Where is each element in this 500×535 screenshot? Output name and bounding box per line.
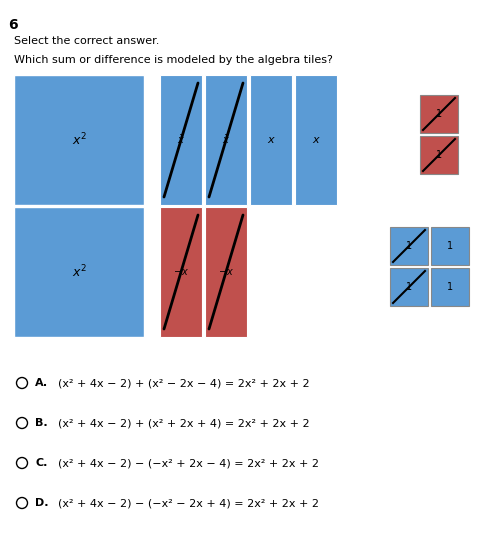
Bar: [205, 207, 247, 337]
Text: Which sum or difference is modeled by the algebra tiles?: Which sum or difference is modeled by th…: [14, 55, 333, 65]
Bar: [250, 75, 292, 205]
Text: $x^2$: $x^2$: [72, 264, 86, 280]
Text: 1: 1: [447, 241, 453, 251]
Bar: [14, 75, 144, 205]
Text: $x^2$: $x^2$: [72, 132, 86, 148]
Text: (x² + 4x − 2) + (x² − 2x − 4) = 2x² + 2x + 2: (x² + 4x − 2) + (x² − 2x − 4) = 2x² + 2x…: [58, 378, 310, 388]
Text: $x$: $x$: [312, 135, 320, 145]
Text: 6: 6: [8, 18, 18, 32]
Text: 1: 1: [436, 109, 442, 119]
Bar: [390, 268, 428, 306]
Text: 1: 1: [447, 282, 453, 292]
Bar: [160, 75, 202, 205]
Bar: [431, 268, 469, 306]
Text: 1: 1: [436, 150, 442, 160]
Text: (x² + 4x − 2) − (−x² + 2x − 4) = 2x² + 2x + 2: (x² + 4x − 2) − (−x² + 2x − 4) = 2x² + 2…: [58, 458, 319, 468]
Text: $\bar{x}$: $\bar{x}$: [222, 134, 230, 146]
Text: $-x$: $-x$: [218, 267, 234, 277]
Bar: [431, 227, 469, 265]
Text: (x² + 4x − 2) − (−x² − 2x + 4) = 2x² + 2x + 2: (x² + 4x − 2) − (−x² − 2x + 4) = 2x² + 2…: [58, 498, 319, 508]
Text: A.: A.: [35, 378, 48, 388]
Text: B.: B.: [35, 418, 48, 428]
Text: Select the correct answer.: Select the correct answer.: [14, 36, 160, 46]
Bar: [420, 95, 458, 133]
Text: $\bar{x}$: $\bar{x}$: [177, 134, 185, 146]
Text: 1: 1: [406, 282, 412, 292]
Text: $-x$: $-x$: [173, 267, 189, 277]
Text: (x² + 4x − 2) + (x² + 2x + 4) = 2x² + 2x + 2: (x² + 4x − 2) + (x² + 2x + 4) = 2x² + 2x…: [58, 418, 310, 428]
Bar: [420, 136, 458, 174]
Bar: [160, 207, 202, 337]
Text: D.: D.: [35, 498, 48, 508]
Text: C.: C.: [35, 458, 48, 468]
Bar: [295, 75, 337, 205]
Bar: [14, 207, 144, 337]
Bar: [390, 227, 428, 265]
Text: 1: 1: [406, 241, 412, 251]
Text: $x$: $x$: [266, 135, 276, 145]
Bar: [205, 75, 247, 205]
